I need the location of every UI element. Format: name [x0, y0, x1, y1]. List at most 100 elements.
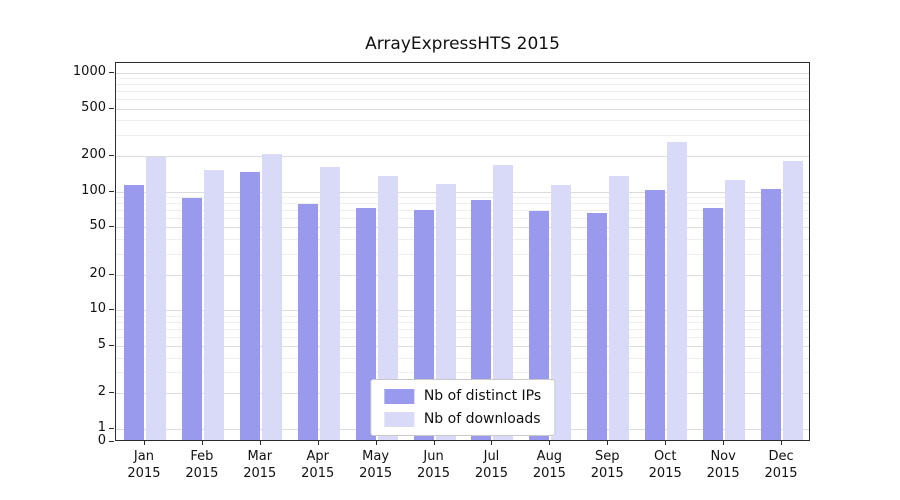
minor-gridline [116, 321, 809, 323]
major-gridline [116, 227, 809, 229]
x-tick-label-month: Jul [483, 449, 500, 464]
x-tick-mark [781, 441, 783, 445]
x-tick-mark [433, 441, 435, 445]
x-tick-label-month: Apr [306, 449, 329, 464]
y-tick-mark [109, 190, 114, 192]
minor-gridline [116, 203, 809, 205]
x-tick-label-month: Aug [536, 449, 563, 464]
x-tick-label-year: 2015 [474, 466, 508, 481]
chart-title: ArrayExpressHTS 2015 [365, 34, 560, 54]
x-tick-label-apr: Apr 2015 [288, 448, 348, 482]
bar-distinct-ips-oct [645, 189, 666, 440]
major-gridline [116, 108, 809, 110]
x-tick-label-month: Nov [710, 449, 736, 464]
minor-gridline [116, 209, 809, 211]
minor-gridline [116, 78, 809, 80]
x-tick-label-year: 2015 [590, 466, 624, 481]
minor-gridline [116, 315, 809, 317]
x-tick-label-year: 2015 [648, 466, 682, 481]
minor-gridline [116, 99, 809, 101]
bar-downloads-jul [493, 165, 514, 440]
bar-distinct-ips-feb [181, 197, 202, 440]
minor-gridline [116, 84, 809, 86]
x-tick-label-year: 2015 [127, 466, 161, 481]
y-tick-label: 200 [81, 146, 106, 162]
major-gridline [116, 155, 809, 157]
x-tick-mark [491, 441, 493, 445]
minor-gridline [116, 120, 809, 122]
y-tick-mark [109, 309, 114, 311]
bar-downloads-jan [145, 156, 166, 440]
bar-downloads-jun [435, 183, 456, 440]
legend-swatch-distinct-ips [383, 388, 414, 404]
bar-downloads-aug [551, 184, 572, 440]
bar-downloads-nov [725, 180, 746, 440]
x-tick-label-jun: Jun 2015 [404, 448, 464, 482]
major-gridline [116, 346, 809, 348]
x-tick-label-feb: Feb 2015 [172, 448, 232, 482]
y-tick-mark [109, 345, 114, 347]
x-tick-label-month: Oct [653, 449, 677, 464]
x-tick-label-month: Mar [247, 449, 273, 464]
x-tick-label-year: 2015 [416, 466, 451, 481]
y-tick-label: 10 [89, 301, 106, 317]
x-tick-label-month: Sep [595, 449, 620, 464]
minor-gridline [116, 134, 809, 136]
legend: Nb of distinct IPs Nb of downloads [369, 379, 556, 436]
major-gridline [116, 72, 809, 74]
bar-downloads-oct [667, 142, 688, 440]
x-tick-label-year: 2015 [185, 466, 219, 481]
x-tick-mark [317, 441, 319, 445]
x-tick-label-jul: Jul 2015 [461, 448, 521, 482]
major-gridline [116, 310, 809, 312]
y-tick-label: 5 [97, 337, 106, 353]
x-tick-label-month: Dec [768, 449, 794, 464]
x-tick-label-year: 2015 [243, 466, 277, 481]
y-tick-label: 20 [89, 265, 106, 281]
x-tick-label-nov: Nov 2015 [693, 448, 753, 482]
minor-gridline [116, 328, 809, 330]
y-tick-label: 500 [81, 99, 106, 115]
x-tick-mark [665, 441, 667, 445]
major-gridline [116, 274, 809, 276]
minor-gridline [116, 217, 809, 219]
x-tick-label-jan: Jan 2015 [114, 448, 174, 482]
plot-area: Nb of distinct IPs Nb of downloads [115, 62, 810, 441]
y-tick-mark [109, 441, 114, 442]
minor-gridline [116, 238, 809, 240]
minor-gridline [116, 357, 809, 359]
x-tick-label-dec: Dec 2015 [751, 448, 811, 482]
bar-downloads-dec [783, 160, 804, 440]
x-tick-label-year: 2015 [359, 466, 393, 481]
y-tick-mark [109, 107, 114, 109]
y-tick-label: 50 [89, 218, 106, 234]
y-tick-mark [109, 226, 114, 228]
x-tick-mark [201, 441, 203, 445]
x-tick-label-oct: Oct 2015 [635, 448, 695, 482]
minor-gridline [116, 336, 809, 338]
x-tick-mark [549, 441, 551, 445]
x-tick-label-month: Feb [190, 449, 214, 464]
x-tick-label-year: 2015 [764, 466, 798, 481]
bar-downloads-sep [609, 176, 630, 440]
y-tick-label: 1000 [72, 63, 106, 79]
y-tick-mark [109, 392, 114, 394]
y-tick-label: 2 [97, 384, 106, 400]
bar-downloads-may [377, 176, 398, 440]
legend-label-downloads: Nb of downloads [423, 411, 541, 427]
bar-downloads-mar [261, 153, 282, 440]
x-tick-label-year: 2015 [532, 466, 566, 481]
bar-distinct-ips-nov [703, 208, 724, 440]
legend-label-distinct-ips: Nb of distinct IPs [423, 388, 542, 404]
x-tick-mark [259, 441, 261, 445]
x-tick-label-month: Jun [423, 449, 444, 464]
bar-distinct-ips-dec [761, 188, 782, 440]
minor-gridline [116, 197, 809, 199]
x-tick-mark [375, 441, 377, 445]
x-tick-mark [143, 441, 145, 445]
y-tick-label: 0 [97, 433, 106, 448]
x-tick-label-month: May [362, 449, 390, 464]
bar-distinct-ips-jan [123, 184, 144, 440]
x-tick-mark [607, 441, 609, 445]
